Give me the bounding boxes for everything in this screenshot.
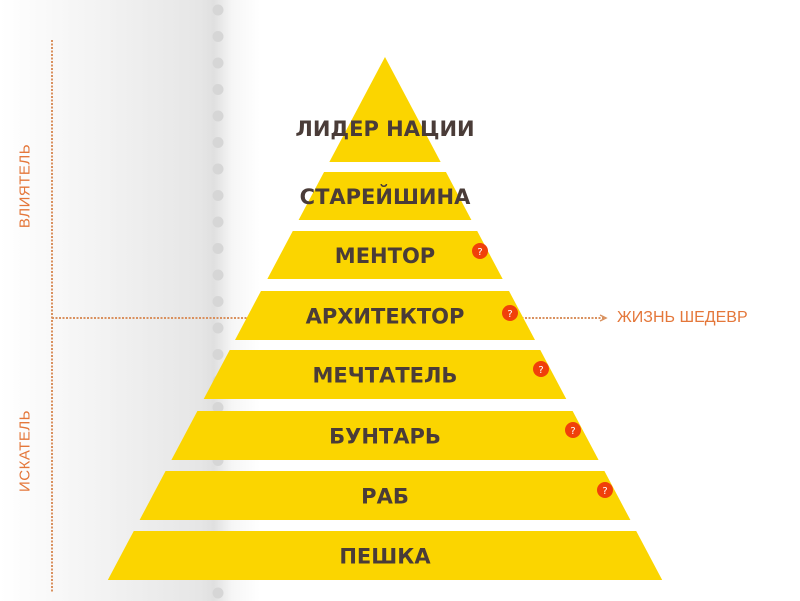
arrow-icon: [599, 314, 608, 322]
pyramid-level-1: [329, 57, 441, 162]
dot-decoration: [212, 269, 224, 281]
help-icon-glyph: ?: [602, 486, 607, 497]
level-label: ЛИДЕР НАЦИИ: [295, 117, 474, 141]
level-label: РАБ: [361, 485, 409, 509]
help-icon[interactable]: [472, 243, 488, 259]
pyramid-level-7: [139, 471, 631, 520]
pyramid-level-2: [298, 172, 472, 220]
dot-decoration: [212, 4, 224, 16]
help-icon-glyph: ?: [538, 365, 543, 376]
pyramid-level-5: [203, 350, 567, 399]
help-icon[interactable]: [597, 482, 613, 498]
dot-decoration: [212, 296, 224, 307]
dot-decoration: [212, 402, 224, 413]
dot-decoration: [212, 322, 224, 334]
level-label: БУНТАРЬ: [329, 425, 441, 449]
dot-decoration: [212, 163, 224, 175]
dot-decoration: [212, 349, 224, 360]
dot-decoration: [212, 31, 224, 42]
dot-decoration: [212, 57, 224, 69]
pyramid-level-3: [267, 231, 503, 279]
pyramid-level-6: [171, 411, 599, 460]
help-icon-glyph: ?: [477, 247, 482, 258]
pyramid-level-4: [235, 291, 535, 340]
dot-decoration: [212, 243, 224, 254]
level-label: СТАРЕЙШИНА: [300, 184, 471, 209]
level-label: МЕНТОР: [335, 244, 435, 268]
dot-decoration: [212, 137, 224, 148]
help-icon[interactable]: [502, 305, 518, 321]
pyramid-level-8: [107, 531, 663, 580]
help-icon-glyph: ?: [570, 426, 575, 437]
level-label: МЕЧТАТЕЛЬ: [313, 364, 458, 388]
help-icon[interactable]: [565, 422, 581, 438]
dot-decoration: [212, 216, 224, 228]
axis-label-lower: ИСКАТЕЛЬ: [16, 409, 34, 493]
dot-decoration: [212, 587, 224, 599]
help-icon-glyph: ?: [507, 309, 512, 320]
level-label: АРХИТЕКТОР: [306, 305, 465, 329]
help-icon[interactable]: [533, 361, 549, 377]
dot-decoration: [212, 84, 224, 95]
threshold-label: ЖИЗНЬ ШЕДЕВР: [617, 309, 748, 326]
dot-decoration: [212, 110, 224, 122]
axis-label-upper: ВЛИЯТЕЛЬ: [16, 143, 34, 229]
level-label: ПЕШКА: [339, 545, 431, 569]
dot-decoration: [212, 190, 224, 201]
